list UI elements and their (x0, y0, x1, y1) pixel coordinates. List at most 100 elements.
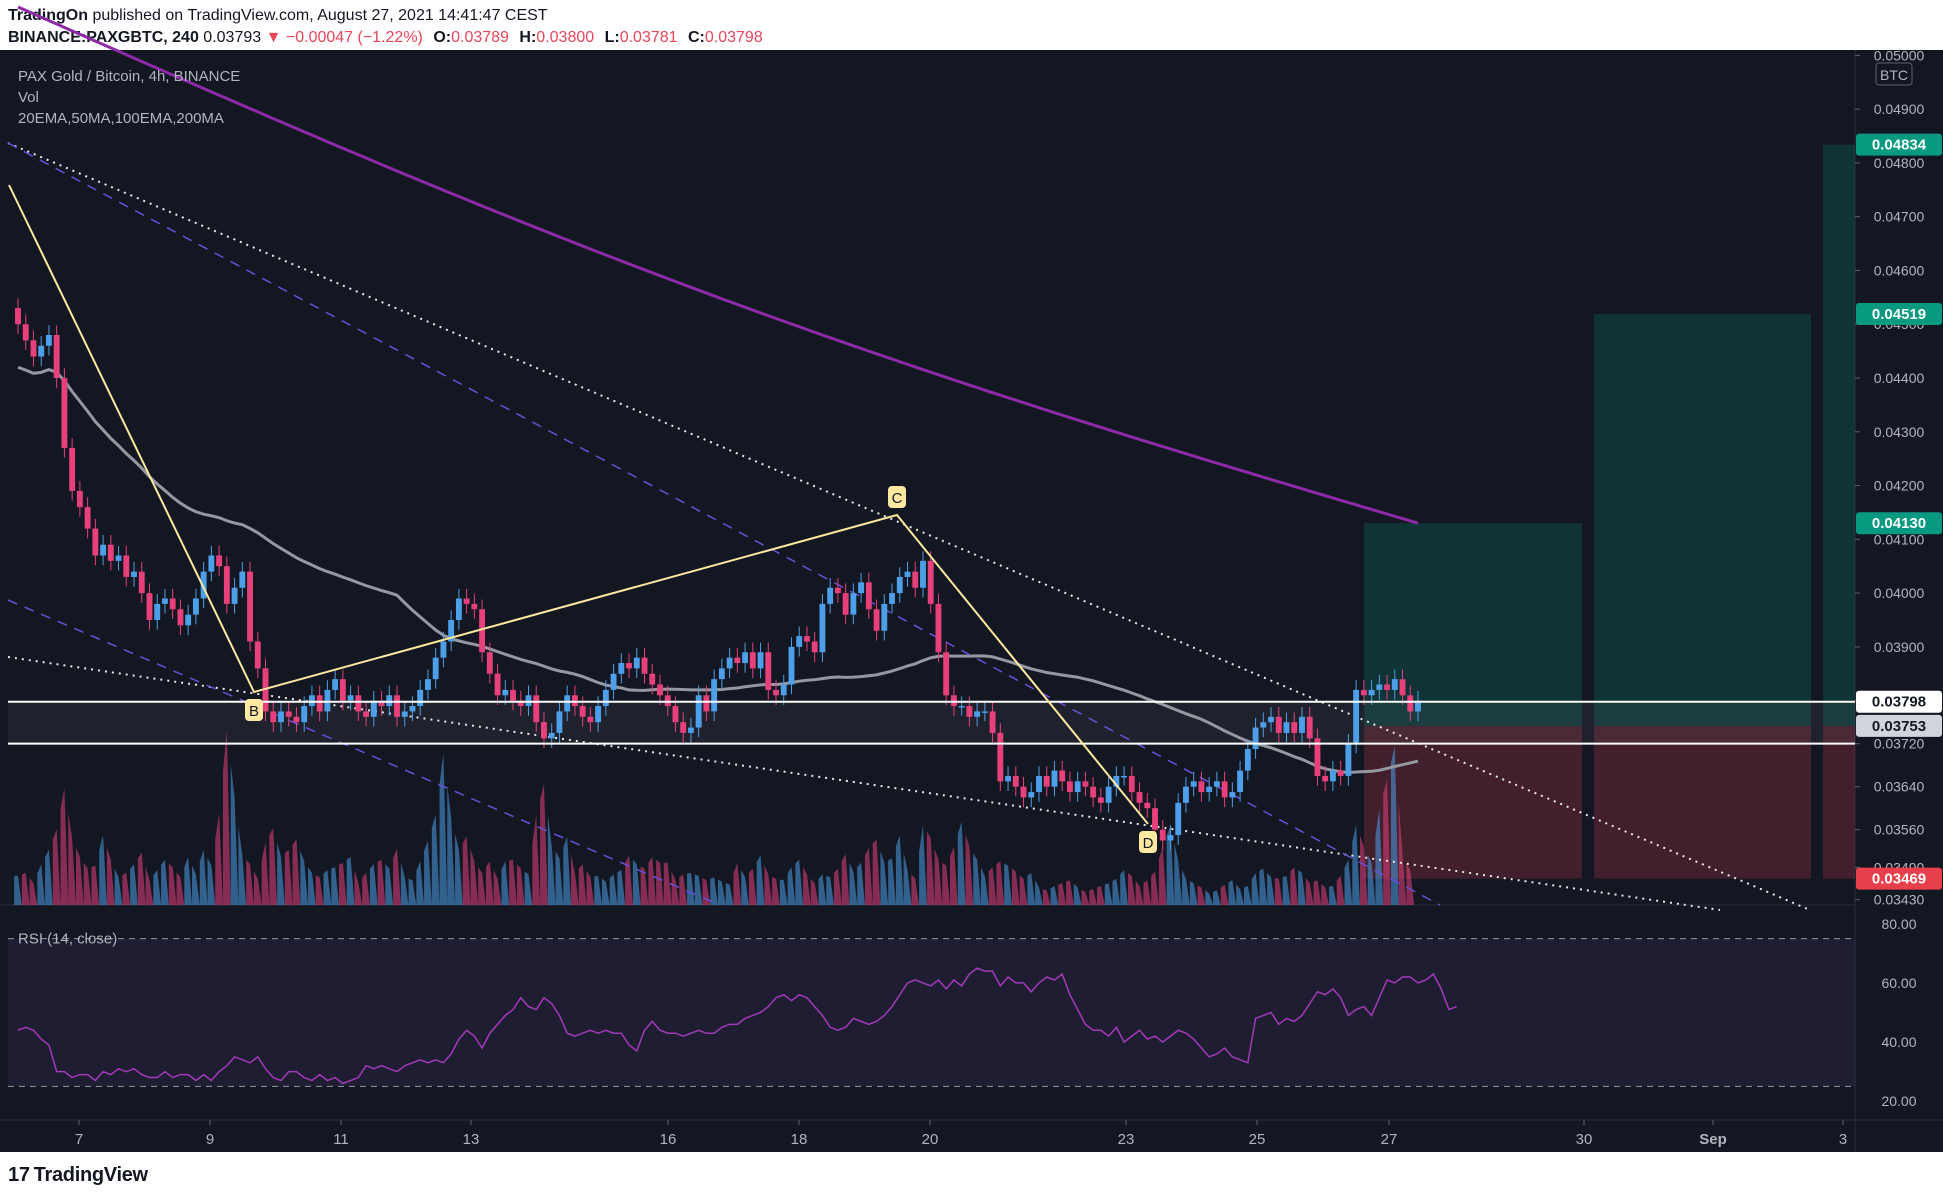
volume-bar (377, 859, 386, 905)
candle-body (564, 695, 571, 712)
volume-bar (694, 874, 703, 905)
candle-body (1074, 781, 1081, 793)
volume-bar (400, 862, 409, 905)
volume-bar (1097, 886, 1105, 905)
volume-bar (656, 859, 664, 905)
candle-body (602, 689, 609, 707)
volume-bar (447, 785, 456, 905)
volume-bar (980, 867, 989, 905)
volume-bar (122, 872, 131, 905)
publish-info: TradingOn published on TradingView.com, … (8, 7, 548, 25)
price-tag-text: 0.03469 (1872, 871, 1926, 888)
volume-bar (1050, 886, 1059, 905)
volume-bar (192, 865, 200, 905)
candle-body (974, 711, 981, 717)
volume-bar (1251, 872, 1260, 905)
volume-bar (222, 730, 231, 905)
candle-body (773, 689, 779, 696)
volume-bar (207, 857, 216, 905)
candle-body (46, 335, 52, 346)
volume-bar (408, 878, 417, 905)
candle-body (293, 716, 300, 723)
volume-bar (872, 839, 881, 905)
volume-bar (215, 813, 223, 905)
volume-bar (563, 836, 572, 905)
legend-indicators[interactable]: 20EMA,50MA,100EMA,200MA (18, 110, 224, 127)
volume-bar (748, 868, 757, 905)
price-tick: 0.03430 (1874, 892, 1925, 908)
candle-body (162, 598, 168, 604)
rsi-legend: RSI (14, close) (18, 931, 117, 948)
volume-bar (331, 867, 339, 905)
rsi-band (8, 938, 1855, 1087)
tradingview-logo[interactable]: 17 TradingView (8, 1164, 148, 1187)
volume-bar (130, 864, 138, 905)
volume-bar (1406, 862, 1415, 905)
candle-body (533, 695, 540, 723)
volume-bar (919, 824, 927, 905)
candle-body (38, 345, 45, 357)
candle-body (115, 555, 122, 561)
volume-bar (594, 875, 602, 905)
time-tick: 7 (75, 1131, 83, 1148)
candle-body (657, 684, 663, 696)
candle-body (1121, 775, 1128, 778)
volume-bar (478, 867, 486, 905)
candle-body (819, 603, 826, 653)
price-tag-text: 0.04834 (1872, 137, 1927, 154)
candle-body (100, 544, 107, 556)
volume-bar (1182, 870, 1190, 905)
volume-bar (424, 840, 432, 905)
volume-bar (741, 870, 749, 905)
candle-body (664, 695, 671, 707)
volume-bar (91, 865, 100, 905)
legend-volume[interactable]: Vol (18, 89, 39, 106)
price-tick: 0.04000 (1874, 585, 1925, 601)
volume-bar (718, 879, 726, 905)
candle-body (889, 593, 895, 604)
candle-body (409, 706, 416, 712)
candle-body (1384, 684, 1390, 690)
candle-body (1407, 695, 1414, 712)
volume-bar (810, 878, 819, 905)
volume-bar (431, 814, 440, 905)
candle-body (556, 711, 563, 733)
candle-body (1051, 770, 1058, 787)
candle-body (680, 722, 687, 733)
ohlc-line: BINANCE:PAXGBTC, 240 0.03793 ▼ −0.00047 … (8, 29, 763, 47)
candle-body (363, 711, 370, 717)
volume-bar (1166, 824, 1175, 905)
volume-bar (439, 753, 448, 905)
volume-bar (1189, 880, 1198, 905)
brand-name: TradingView (33, 1164, 148, 1186)
volume-bar (516, 864, 525, 905)
candle-body (1353, 689, 1360, 744)
volume-bar (1243, 886, 1252, 905)
candle-body (223, 566, 230, 604)
legend-title[interactable]: PAX Gold / Bitcoin, 4h, BINANCE (18, 68, 241, 85)
rsi-line (17, 967, 1457, 1085)
volume-bar (253, 871, 262, 905)
candle-body (1252, 727, 1259, 750)
candle-body (1360, 689, 1367, 696)
candle-body (1159, 829, 1166, 841)
time-tick: 27 (1381, 1131, 1398, 1148)
volume-bar (601, 878, 610, 905)
candle-body (239, 571, 246, 588)
volume-bar (1367, 854, 1376, 905)
publish-text: published on TradingView.com, August 27,… (92, 7, 548, 24)
price-tick: 0.04700 (1874, 209, 1925, 225)
volume-bar (764, 864, 773, 905)
candle-body (355, 695, 362, 712)
volume-bar (29, 878, 38, 905)
volume-bar (1344, 859, 1353, 905)
volume-bar (277, 842, 285, 905)
chart-legend: PAX Gold / Bitcoin, 4h, BINANCE Vol 20EM… (18, 66, 240, 129)
volume-bar (1073, 883, 1082, 905)
candle-body (1005, 775, 1011, 782)
volume-bar (617, 870, 626, 905)
volume-bar (1329, 886, 1337, 905)
candle-body (935, 603, 942, 653)
pattern-point-badge (245, 699, 263, 721)
